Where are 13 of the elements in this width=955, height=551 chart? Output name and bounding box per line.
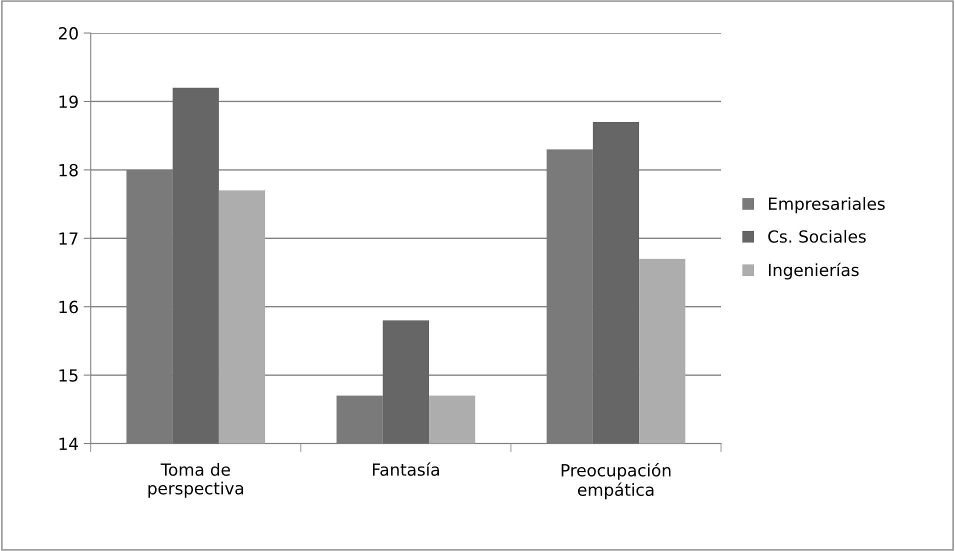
y-tick-label: 20 bbox=[58, 27, 78, 40]
y-tick-label: 15 bbox=[60, 369, 78, 382]
x-tick-label: Toma de perspectiva bbox=[148, 463, 244, 498]
x-tick-label: Preocupación empática bbox=[562, 463, 670, 500]
legend-label: Cs. Sociales bbox=[768, 230, 866, 243]
y-tick-label: 17 bbox=[60, 232, 78, 245]
y-tick-label: 14 bbox=[60, 438, 78, 450]
legend-label: Ingenierías bbox=[768, 262, 859, 280]
y-tick-label: 18 bbox=[60, 164, 78, 176]
x-tick-label: Fantasía bbox=[372, 462, 439, 476]
y-tick-label: 19 bbox=[60, 95, 78, 108]
legend-label: Empresariales bbox=[768, 197, 885, 214]
y-tick-label: 16 bbox=[60, 300, 78, 314]
